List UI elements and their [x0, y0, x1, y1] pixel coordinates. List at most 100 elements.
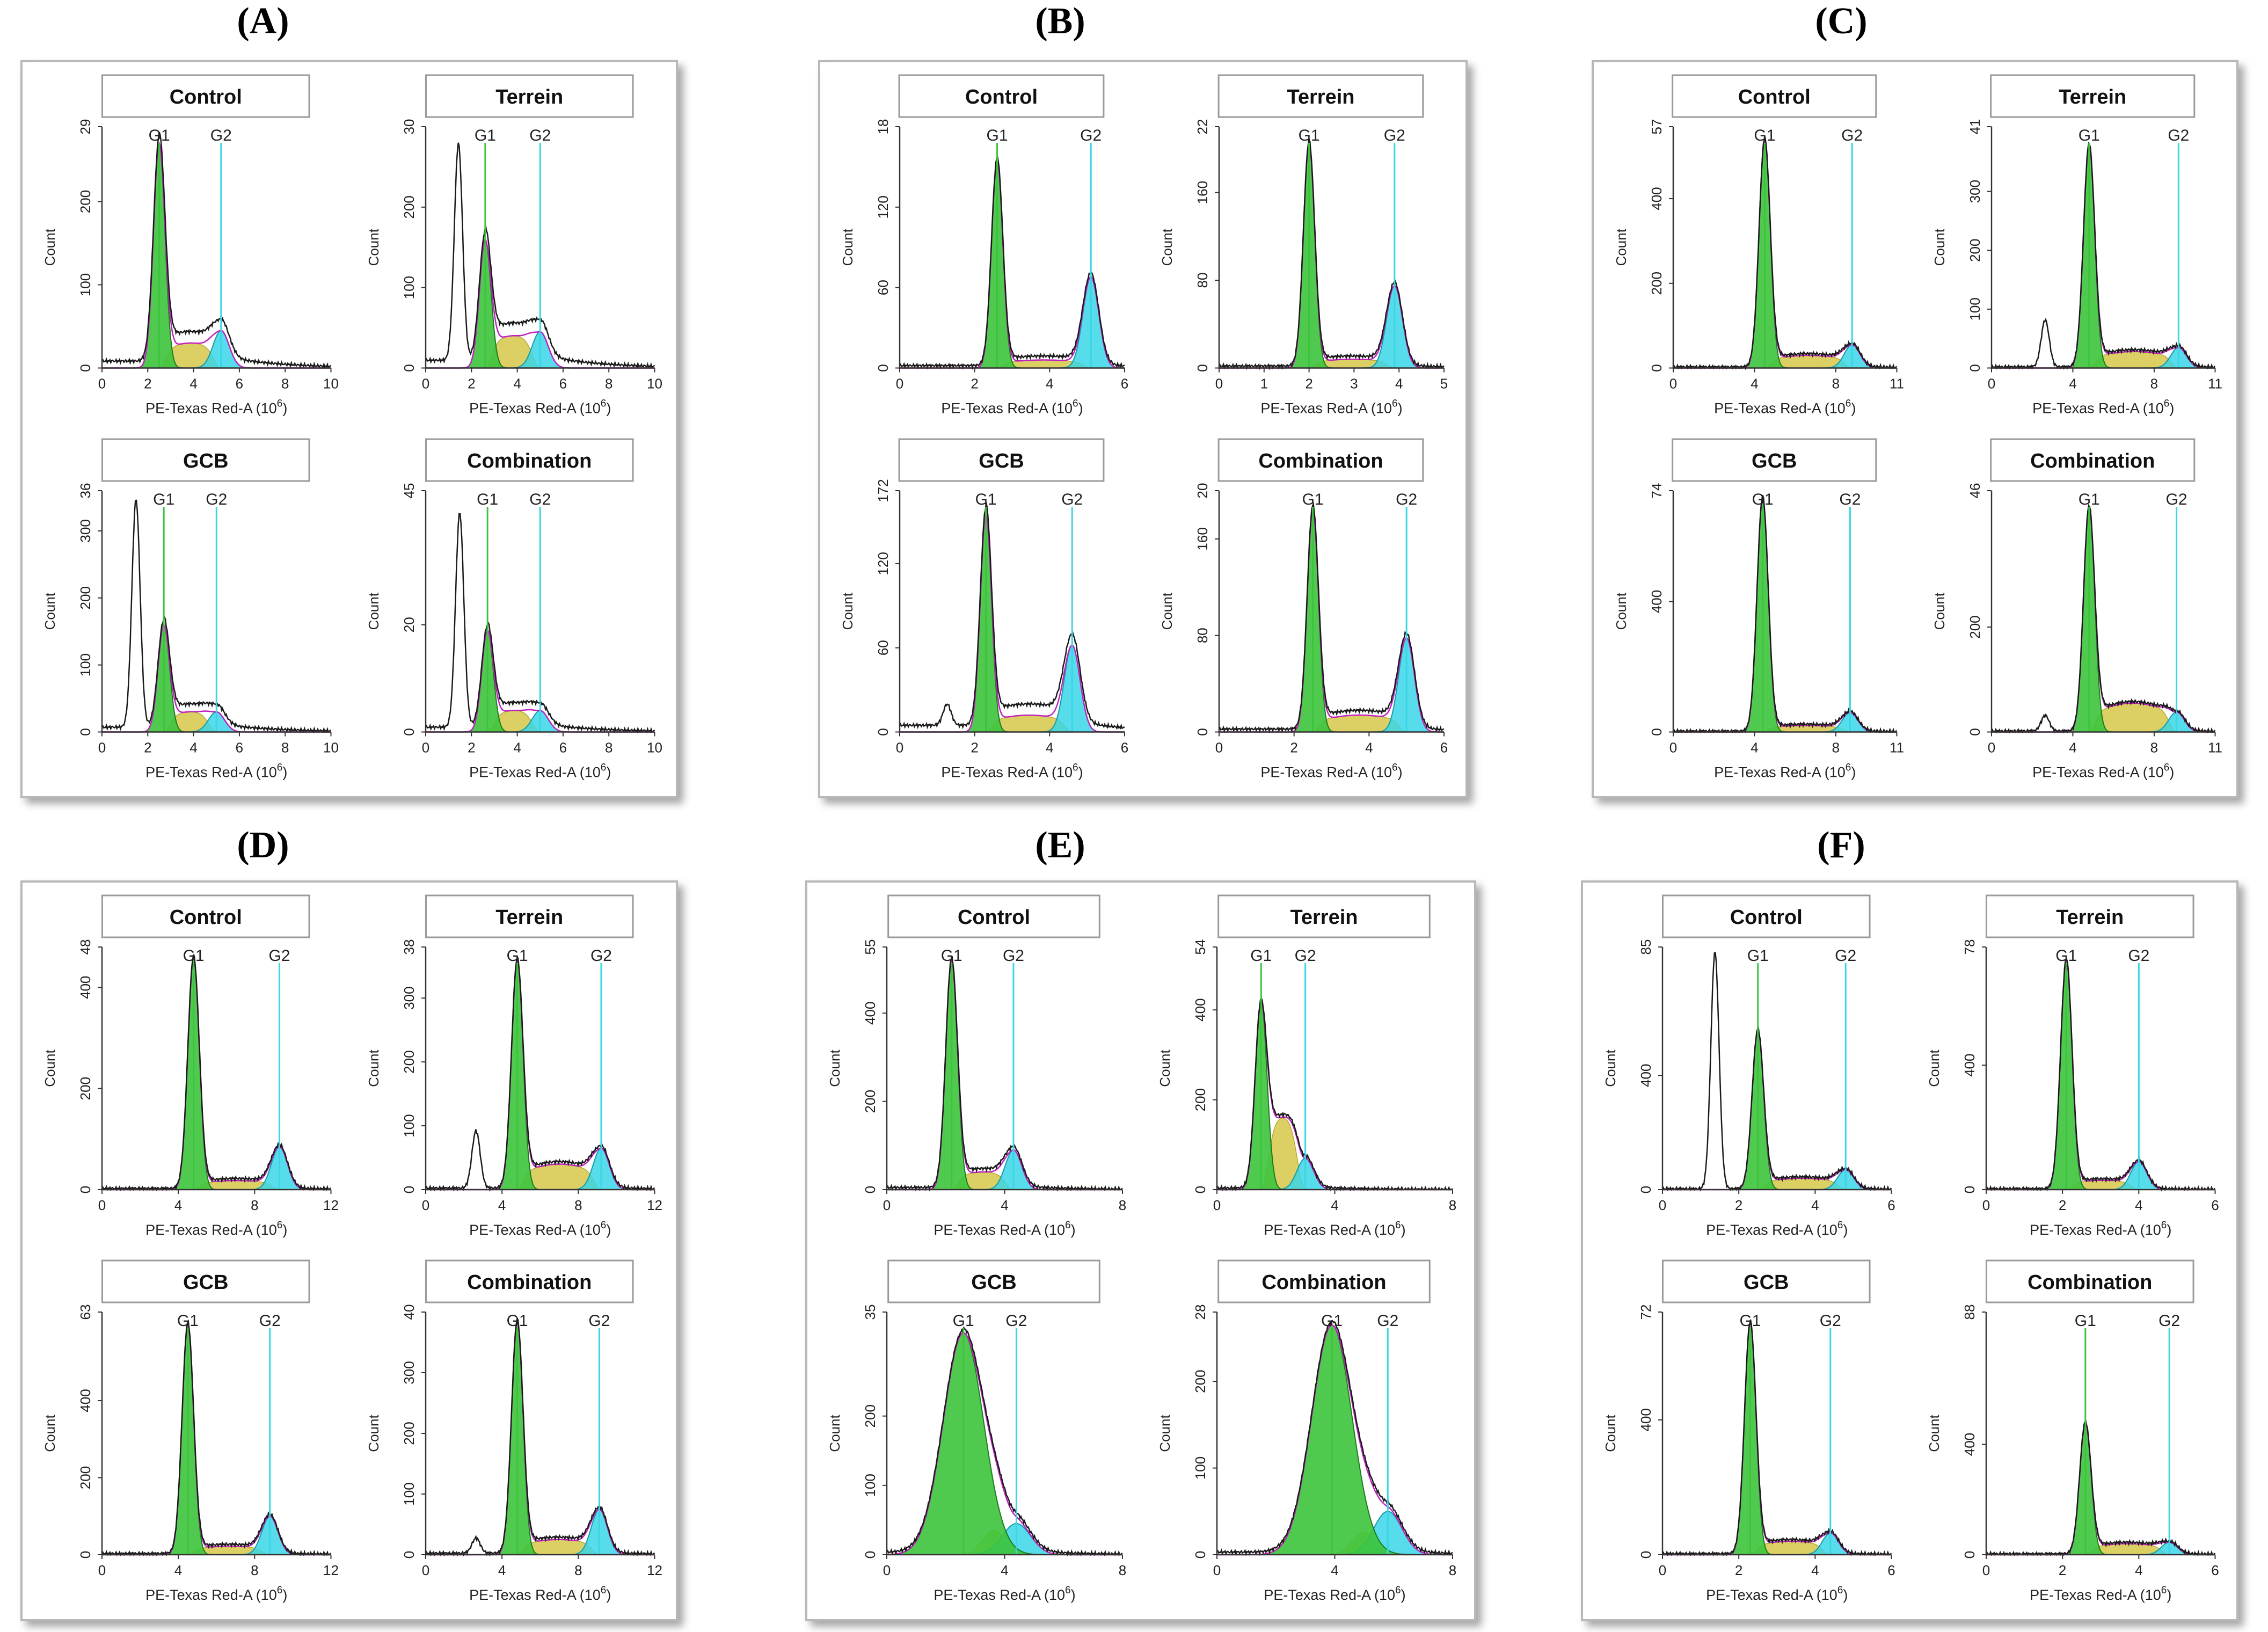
x-tick-label: 0: [896, 376, 903, 392]
x-tick-label: 4: [1365, 739, 1373, 755]
y-axis-label: Count: [1159, 228, 1175, 266]
x-tick-label: 8: [604, 739, 612, 755]
g1-peak-area: [1991, 144, 2215, 369]
g1-peak-area: [886, 1332, 1122, 1555]
y-tick-label: 40: [401, 1305, 417, 1320]
y-axis-label: Count: [1931, 228, 1948, 266]
g2-gate-label: G2: [588, 1312, 610, 1330]
x-tick-label: 6: [1887, 1197, 1895, 1213]
y-tick-label: 0: [1967, 364, 1983, 371]
y-tick-label: 400: [77, 1389, 93, 1412]
y-tick-label: 46: [1967, 483, 1983, 498]
g1-gate-label: G1: [177, 1312, 199, 1330]
raw-histogram-line: [1990, 503, 2215, 734]
y-tick-label: 0: [1192, 1186, 1208, 1193]
y-tick-label: 36: [77, 483, 93, 498]
y-tick-label: 200: [77, 1077, 93, 1100]
histogram-plot: Terrein Count 0 80 160 22 0 1 2 3 4 5 PE-Texas Red-A…: [1159, 74, 1448, 417]
g1-gate-label: G1: [1299, 127, 1320, 144]
plot-title: Combination: [2028, 1271, 2152, 1294]
raw-histogram-line: [101, 132, 332, 369]
model-fit-line: [102, 1323, 331, 1556]
y-axis-label: Count: [1159, 592, 1175, 630]
model-fit-line: [425, 957, 654, 1191]
x-tick-label: 0: [421, 1562, 429, 1578]
g1-peak-area: [102, 1323, 331, 1555]
plot-title-box: [898, 74, 1105, 118]
x-tick-label: 2: [2058, 1562, 2066, 1578]
g2-gate-label: G2: [1377, 1312, 1398, 1330]
panel-letter: (A): [237, 1, 289, 42]
x-tick-label: 11: [2208, 739, 2222, 755]
x-tick-label: 0: [1987, 376, 1995, 392]
plot-axes: [1985, 947, 2215, 1191]
y-tick-label: 0: [1638, 1186, 1654, 1193]
x-tick-label: 0: [98, 739, 106, 755]
x-tick-label: 0: [1215, 376, 1223, 392]
y-tick-label: 55: [862, 939, 878, 955]
plot-title-box: [1989, 74, 2195, 118]
x-tick-label: 0: [883, 1562, 891, 1578]
y-axis-label: Count: [42, 228, 58, 266]
raw-histogram-line: [1216, 1320, 1453, 1556]
x-tick-label: 4: [1001, 1197, 1008, 1213]
x-axis-label: PE-Texas Red-A (106): [469, 398, 611, 417]
x-tick-label: 0: [1659, 1562, 1666, 1578]
histogram-plot: Combination Count 0 100 200 28 0 4 8 PE-Texas Red…: [1157, 1259, 1456, 1603]
y-tick-label: 300: [401, 1361, 417, 1384]
x-tick-label: 4: [1395, 376, 1403, 392]
plot-title-box: [1672, 438, 1877, 482]
panel-frame: Control Count 0 60 120 18 0 2 4 6 PE-Texas Red-A (…: [818, 60, 1468, 798]
histogram-plot: Combination Count 0 400 88 0 2 4 6 PE-Texas Red-A…: [1926, 1259, 2219, 1603]
plot-title-box: [1217, 438, 1424, 482]
y-tick-label: 200: [1649, 272, 1665, 295]
y-axis-label: Count: [1926, 1415, 1942, 1452]
x-axis-label: PE-Texas Red-A (106): [1706, 1220, 1848, 1238]
y-tick-label: 0: [401, 364, 417, 371]
model-fit-line: [900, 513, 1125, 733]
plot-axes: [1672, 490, 1897, 733]
histogram-plot: Control Count 0 100 200 29 0 2 4 6 8 10 PE-Texas Red…: [42, 74, 339, 417]
x-axis-label: PE-Texas Red-A (106): [941, 398, 1083, 417]
y-tick-label: 41: [1967, 119, 1983, 135]
panel-frame: Control Count 0 200 400 55 0 4 8 PE-Texas Red-A (…: [805, 880, 1476, 1621]
histogram-plot: Control Count 0 200 400 55 0 4 8 PE-Texas Red-A (…: [827, 894, 1126, 1238]
x-axis-label: PE-Texas Red-A (106): [1264, 1220, 1405, 1238]
panel-frame: Control Count 0 100 200 29 0 2 4 6 8 10 PE-Texas Red…: [20, 60, 678, 798]
plot-axes: [1990, 490, 2215, 733]
model-fit-line: [425, 1318, 654, 1556]
x-tick-label: 8: [251, 1562, 258, 1578]
panel-frame: Control Count 0 400 85 0 2 4 6 PE-Texas Red-A (10…: [1581, 880, 2238, 1621]
y-tick-label: 172: [875, 479, 891, 502]
plot-title: GCB: [183, 1271, 228, 1294]
g1-peak-area: [1217, 1324, 1453, 1555]
g1-peak-area: [1219, 141, 1444, 369]
g2-gate-label: G2: [1295, 947, 1316, 965]
plot-title: Combination: [467, 450, 592, 472]
x-tick-label: 2: [468, 739, 475, 755]
plot-title: Combination: [467, 1271, 592, 1294]
x-tick-label: 6: [2211, 1197, 2219, 1213]
x-tick-label: 4: [1811, 1197, 1819, 1213]
plot-axes: [886, 1312, 1122, 1556]
plot-title-box: [101, 74, 310, 118]
y-tick-label: 0: [401, 1186, 417, 1193]
y-tick-label: 0: [401, 1551, 417, 1558]
x-tick-label: 4: [498, 1197, 505, 1213]
histogram-plot: Terrein Count 0 100 200 300 41 0 4 8 11 PE-Texas Re…: [1931, 74, 2222, 417]
histogram-plot: GCB Count 0 100 200 35 0 4 8 PE-Texas Red-A (106)…: [827, 1259, 1126, 1603]
x-tick-label: 2: [1735, 1562, 1742, 1578]
plot-axes: [899, 127, 1125, 369]
x-tick-label: 0: [1213, 1562, 1221, 1578]
x-axis-label: PE-Texas Red-A (106): [145, 398, 287, 417]
y-tick-label: 0: [1649, 364, 1665, 371]
x-tick-label: 4: [513, 376, 521, 392]
plot-title-box: [425, 894, 634, 938]
plot-axes: [1216, 1312, 1453, 1556]
plot-axes: [425, 947, 654, 1191]
x-axis-label: PE-Texas Red-A (106): [469, 1585, 611, 1603]
x-tick-label: 0: [896, 739, 903, 755]
y-tick-label: 0: [1194, 364, 1210, 371]
